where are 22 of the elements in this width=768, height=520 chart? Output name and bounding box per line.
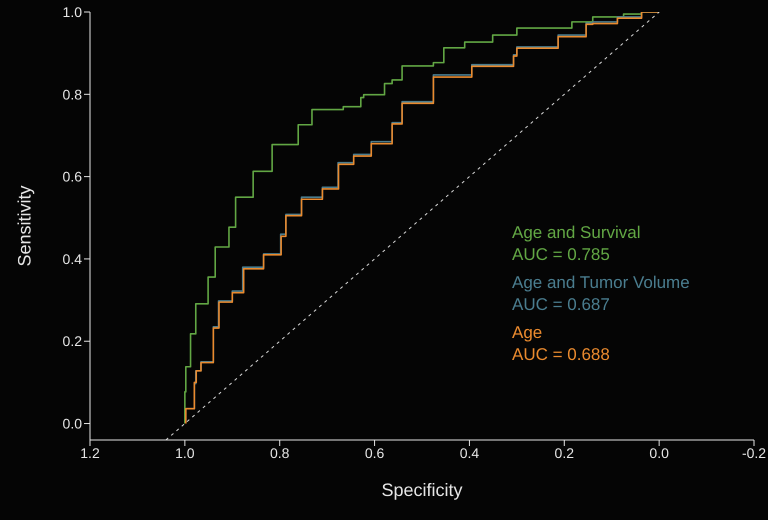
x-tick-label: 0.2 bbox=[554, 444, 574, 461]
text: Age and Survival bbox=[512, 222, 642, 244]
x-axis-title: Specificity bbox=[381, 480, 463, 500]
y-axis-title: Sensitivity bbox=[14, 185, 34, 267]
y-tick-label: 0.0 bbox=[62, 416, 82, 432]
text: Age bbox=[512, 322, 544, 344]
x-tick-label: 0.6 bbox=[364, 444, 385, 461]
annotation: AUC = 0.688 bbox=[512, 344, 611, 366]
x-tick-label: 0.0 bbox=[649, 444, 670, 461]
x-tick-label: 0.8 bbox=[270, 444, 290, 461]
x-tick-label: -0.2 bbox=[742, 444, 766, 461]
y-tick-label: 0.4 bbox=[62, 250, 82, 267]
annotation: AUC = 0.687 bbox=[512, 294, 611, 316]
x-tick-label: 0.4 bbox=[460, 444, 480, 461]
y-tick-label: 0.8 bbox=[62, 86, 82, 102]
y-tick-label: 1.0 bbox=[62, 4, 82, 20]
x-tick-label: 1.2 bbox=[80, 444, 100, 461]
x-tick-label: 1.0 bbox=[175, 444, 195, 461]
annotation: AUC = 0.785 bbox=[512, 244, 611, 266]
y-tick-label: 0.2 bbox=[62, 333, 82, 350]
text: Age and Tumor Volume bbox=[512, 272, 690, 294]
y-tick-label: 0.6 bbox=[62, 168, 82, 185]
